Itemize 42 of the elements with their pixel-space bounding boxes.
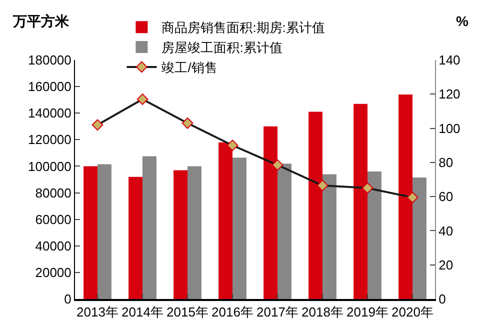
y2-tick-label: 100 bbox=[438, 120, 460, 136]
bar bbox=[368, 172, 382, 299]
y-tick-label: 120000 bbox=[28, 132, 72, 148]
y2-tick-label: 80 bbox=[438, 154, 454, 170]
y2-tick-label: 0 bbox=[438, 292, 446, 307]
y2-tick-label: 60 bbox=[438, 189, 454, 204]
bar bbox=[412, 178, 426, 299]
x-tick-label: 2014年 bbox=[122, 304, 164, 320]
bar bbox=[84, 166, 98, 299]
y-tick-label: 80000 bbox=[35, 185, 72, 200]
bar bbox=[128, 176, 142, 299]
y-axis-title: 万平方米 bbox=[12, 13, 70, 29]
x-tick-label: 2017年 bbox=[256, 304, 298, 320]
y2-axis-title: % bbox=[456, 13, 469, 29]
bar bbox=[322, 174, 336, 299]
legend-label: 房屋竣工面积:累计值 bbox=[162, 40, 282, 56]
y-tick-label: 160000 bbox=[28, 79, 72, 94]
legend-label: 商品房销售面积:期房:累计值 bbox=[162, 20, 325, 36]
bar bbox=[142, 156, 156, 299]
x-tick-label: 2019年 bbox=[346, 304, 388, 320]
bar bbox=[278, 164, 292, 299]
y-tick-label: 0 bbox=[64, 292, 72, 307]
y-tick-label: 180000 bbox=[28, 52, 72, 68]
y-tick-label: 60000 bbox=[35, 212, 72, 227]
legend-label: 竣工/销售 bbox=[162, 60, 218, 76]
y2-tick-label: 20 bbox=[438, 257, 454, 272]
y-tick-label: 40000 bbox=[35, 238, 72, 254]
bar bbox=[174, 170, 188, 299]
y-tick-label: 100000 bbox=[28, 158, 72, 174]
y2-tick-label: 140 bbox=[438, 52, 460, 68]
y-tick-label: 20000 bbox=[35, 264, 72, 280]
y2-tick-label: 40 bbox=[438, 223, 454, 238]
x-tick-label: 2013年 bbox=[76, 304, 118, 320]
bar bbox=[98, 164, 112, 299]
x-tick-label: 2018年 bbox=[302, 304, 344, 320]
bar bbox=[232, 158, 246, 299]
x-tick-label: 2020年 bbox=[392, 304, 434, 320]
x-tick-label: 2016年 bbox=[212, 304, 254, 320]
y2-tick-label: 120 bbox=[438, 86, 460, 102]
x-tick-label: 2015年 bbox=[166, 304, 208, 320]
bar bbox=[188, 166, 202, 299]
y-tick-label: 140000 bbox=[28, 106, 72, 121]
